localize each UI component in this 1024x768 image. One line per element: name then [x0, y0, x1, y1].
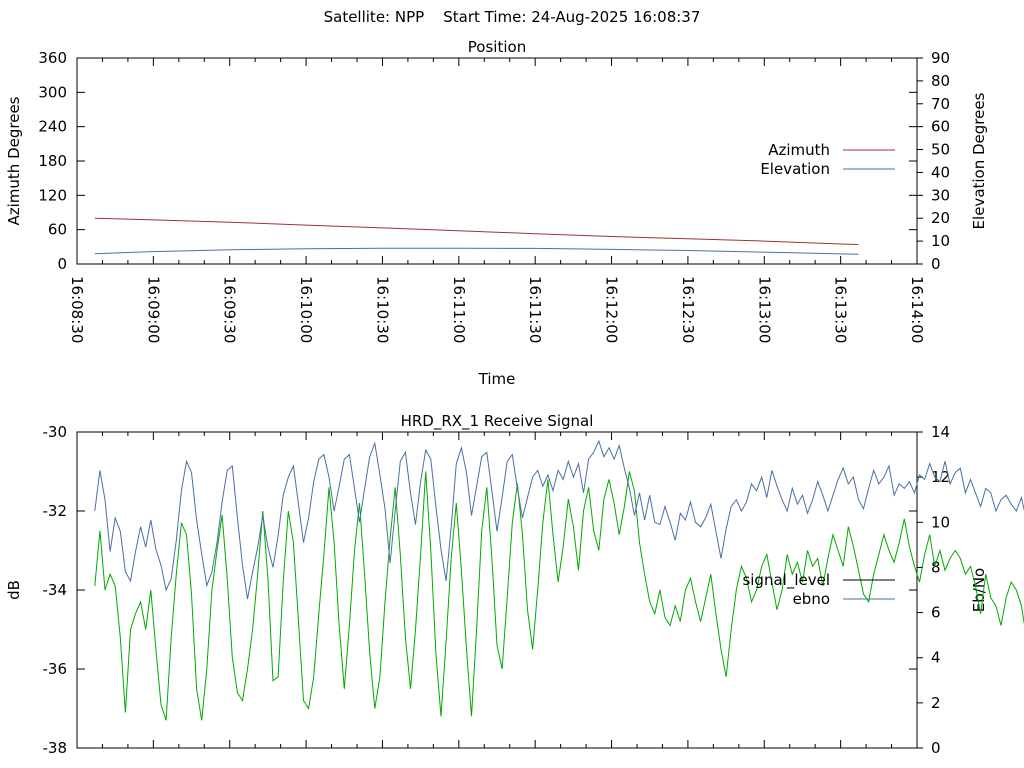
x-axis-label: Time	[478, 370, 516, 388]
x-tick-label: 16:08:30	[68, 276, 86, 343]
y-tick-label: -32	[43, 502, 68, 520]
y-tick-label: 360	[38, 49, 67, 67]
chart-1: Position 0 60 120 180 240 300 360 0 10 20 30 40 50 60 7…	[5, 38, 988, 388]
series-line-elevation	[94, 247, 859, 255]
y2-tick-label: 0	[931, 739, 941, 757]
x-tick-label: 16:13:00	[755, 276, 773, 343]
series-line-ebno	[94, 439, 1024, 600]
y2-tick-label: 6	[931, 604, 941, 622]
y-tick-label: 60	[48, 221, 67, 239]
y-tick-label: 120	[38, 186, 67, 204]
x-tick-label: 16:14:00	[908, 276, 926, 343]
y-tick-label: 300	[38, 83, 67, 101]
y2-axis-label: Elevation Degrees	[970, 92, 988, 229]
x-tick-label: 16:09:00	[144, 276, 162, 343]
chart-2: HRD_RX_1 Receive Signal -38 -36 -34 -32 -30 0 2…	[5, 412, 1024, 757]
x-tick-label: 16:09:30	[221, 276, 239, 343]
y2-tick-label: 8	[931, 558, 941, 576]
y2-tick-label: 20	[931, 209, 950, 227]
legend-label: Elevation	[760, 160, 830, 178]
y2-tick-label: 40	[931, 163, 950, 181]
x-tick-label: 16:12:30	[679, 276, 697, 343]
plot-frame	[76, 431, 918, 749]
y2-tick-label: 60	[931, 118, 950, 136]
y2-tick-label: 4	[931, 649, 941, 667]
chart-title: HRD_RX_1 Receive Signal	[401, 412, 594, 431]
legend-label: signal_level	[742, 571, 830, 590]
y2-tick-label: 14	[931, 423, 950, 441]
x-tick-label: 16:10:30	[373, 276, 391, 343]
x-tick-label: 16:12:00	[603, 276, 621, 343]
y-axis-label: dB	[5, 580, 23, 600]
x-tick-label: 16:11:00	[450, 276, 468, 343]
y2-tick-label: 70	[931, 95, 950, 113]
y2-tick-label: 10	[931, 232, 950, 250]
y-tick-label: -30	[43, 423, 68, 441]
page-title: Satellite: NPP Start Time: 24-Aug-2025 1…	[323, 8, 701, 26]
y-tick-label: 240	[38, 118, 67, 136]
y2-tick-label: 10	[931, 513, 950, 531]
y-tick-label: -38	[43, 739, 68, 757]
series-line-signal-level	[94, 471, 1024, 721]
y-tick-label: -34	[43, 581, 68, 599]
y-tick-label: 180	[38, 152, 67, 170]
x-tick-label: 16:11:30	[526, 276, 544, 343]
y-tick-label: -36	[43, 660, 68, 678]
y2-tick-label: 2	[931, 694, 941, 712]
x-tick-label: 16:13:30	[832, 276, 850, 343]
y2-tick-label: 80	[931, 72, 950, 90]
y2-tick-label: 50	[931, 141, 950, 159]
series-line-azimuth	[94, 217, 859, 245]
y-tick-label: 0	[57, 255, 67, 273]
y2-tick-label: 90	[931, 49, 950, 67]
legend-label: Azimuth	[768, 141, 830, 159]
y2-tick-label: 0	[931, 255, 941, 273]
y2-tick-label: 30	[931, 186, 950, 204]
y2-axis-label: Eb/No	[970, 568, 988, 612]
legend-label: ebno	[793, 590, 830, 608]
x-tick-label: 16:10:00	[297, 276, 315, 343]
y-axis-label: Azimuth Degrees	[5, 96, 23, 225]
chart-title: Position	[468, 38, 526, 56]
